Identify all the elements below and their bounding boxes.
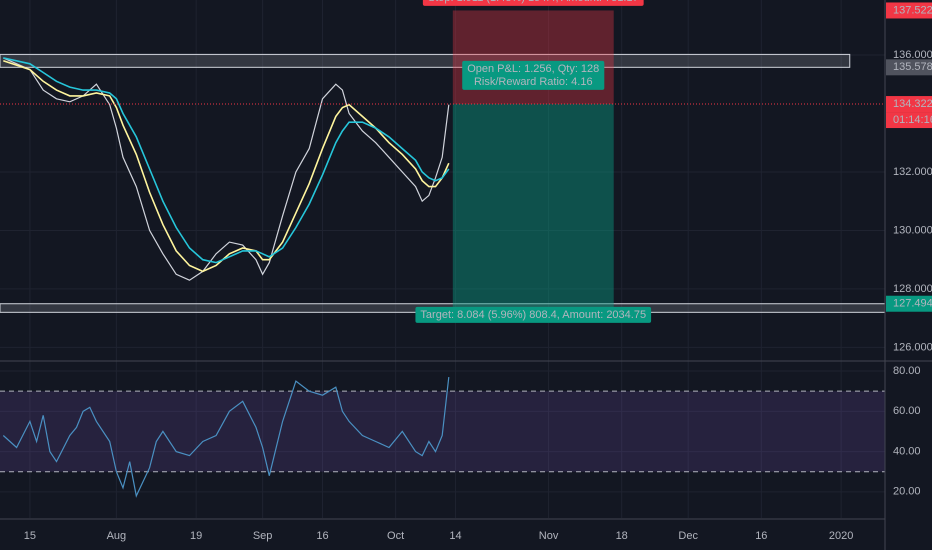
price-label: 137.522	[893, 4, 932, 16]
pnl-label: Open P&L: 1.256, Qty: 128	[467, 63, 599, 75]
stop-zone	[452, 10, 614, 105]
countdown: 01:14:16	[893, 114, 932, 126]
price-label-box	[886, 96, 932, 113]
target-label: Target: 8.084 (5.96%) 808.4, Amount: 203…	[420, 309, 646, 321]
price-label: 135.578	[893, 61, 932, 73]
countdown-box	[886, 112, 932, 129]
stop-label: Stop: 1.911 (1.43%) 154.4, Amount: 731.1…	[428, 0, 639, 4]
label-box	[415, 306, 652, 323]
x-tick-label: Aug	[107, 530, 127, 542]
x-tick-label: Oct	[387, 530, 404, 542]
y-tick-label: 126.000	[893, 341, 932, 353]
x-tick-label: Nov	[539, 530, 559, 542]
rr-label: Risk/Reward Ratio: 4.16	[474, 76, 593, 88]
target-zone	[452, 104, 614, 313]
y-tick-label: 130.000	[893, 224, 932, 236]
x-tick-label: 2020	[829, 530, 853, 542]
x-tick-label: 18	[616, 530, 628, 542]
y-tick-label: 128.000	[893, 283, 932, 295]
series-line	[2, 377, 450, 498]
x-tick-label: Sep	[253, 530, 273, 542]
x-tick-label: 14	[449, 530, 461, 542]
label-box	[462, 60, 605, 90]
y-tick-label: 20.00	[893, 486, 921, 498]
price-label-box	[886, 2, 932, 19]
price-label-box	[886, 295, 932, 312]
label-box	[422, 0, 644, 6]
x-tick-label: Dec	[678, 530, 698, 542]
x-tick-label: 16	[755, 530, 767, 542]
y-tick-label: 60.00	[893, 405, 921, 417]
zone	[0, 53, 851, 68]
x-tick-label: 15	[24, 530, 36, 542]
price-label-box	[886, 59, 932, 76]
price-label: 127.494	[893, 298, 932, 310]
y-tick-label: 40.00	[893, 445, 921, 457]
series-line	[3, 57, 450, 264]
price-label: 134.322	[893, 98, 932, 110]
y-tick-label: 136.000	[893, 49, 932, 61]
y-tick-label: 80.00	[893, 365, 921, 377]
x-tick-label: 16	[316, 530, 328, 542]
x-tick-label: 19	[190, 530, 202, 542]
y-tick-label: 132.000	[893, 166, 932, 178]
